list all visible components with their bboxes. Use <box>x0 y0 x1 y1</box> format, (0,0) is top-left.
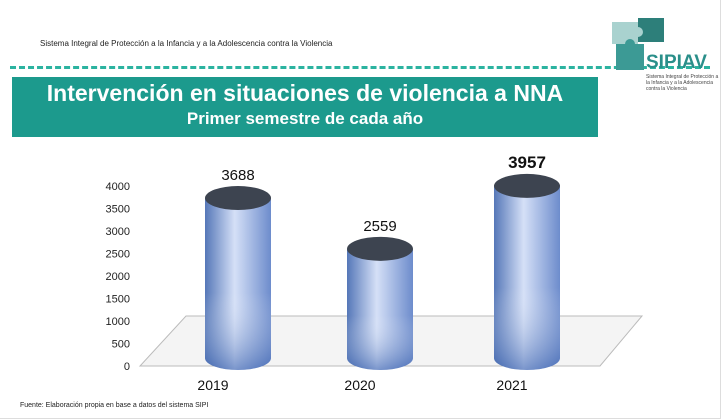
y-tick-label: 1500 <box>106 294 130 306</box>
x-tick-label: 2021 <box>496 377 527 393</box>
bar-shade <box>205 198 271 370</box>
title-banner: Intervención en situaciones de violencia… <box>12 77 598 137</box>
y-tick-label: 1000 <box>106 316 130 328</box>
dashed-divider <box>10 66 710 69</box>
y-tick-label: 0 <box>124 361 130 373</box>
y-tick-label: 3000 <box>106 226 130 238</box>
puzzle-logo-icon <box>612 18 664 70</box>
x-tick-label: 2020 <box>344 377 375 393</box>
y-tick-label: 500 <box>112 339 130 351</box>
y-tick-label: 2000 <box>106 271 130 283</box>
data-label: 3688 <box>221 167 254 184</box>
chart-title: Intervención en situaciones de violencia… <box>46 80 564 106</box>
y-tick-label: 3500 <box>106 204 130 216</box>
bar-top <box>494 173 560 198</box>
data-label: 3957 <box>508 153 546 172</box>
logo-name: SIPIAV <box>646 52 707 73</box>
chart-subtitle: Primer semestre de cada año <box>186 109 424 128</box>
logo-subtitle: Sistema Integral de Protección a la Infa… <box>646 74 719 92</box>
bar-top <box>205 186 271 211</box>
data-label: 2559 <box>363 218 396 235</box>
bar-top <box>347 236 413 261</box>
bar-shade <box>347 248 413 370</box>
y-tick-label: 2500 <box>106 249 130 261</box>
source-note: Fuente: Elaboración propia en base a dat… <box>20 402 209 409</box>
org-header: Sistema Integral de Protección a la Infa… <box>40 39 333 48</box>
y-tick-label: 4000 <box>106 181 130 193</box>
bar-chart: 0 500 1000 1500 2000 2500 3000 3500 4000 3688 2019… <box>106 153 644 393</box>
bar-shade <box>494 185 560 370</box>
x-tick-label: 2019 <box>197 377 228 393</box>
